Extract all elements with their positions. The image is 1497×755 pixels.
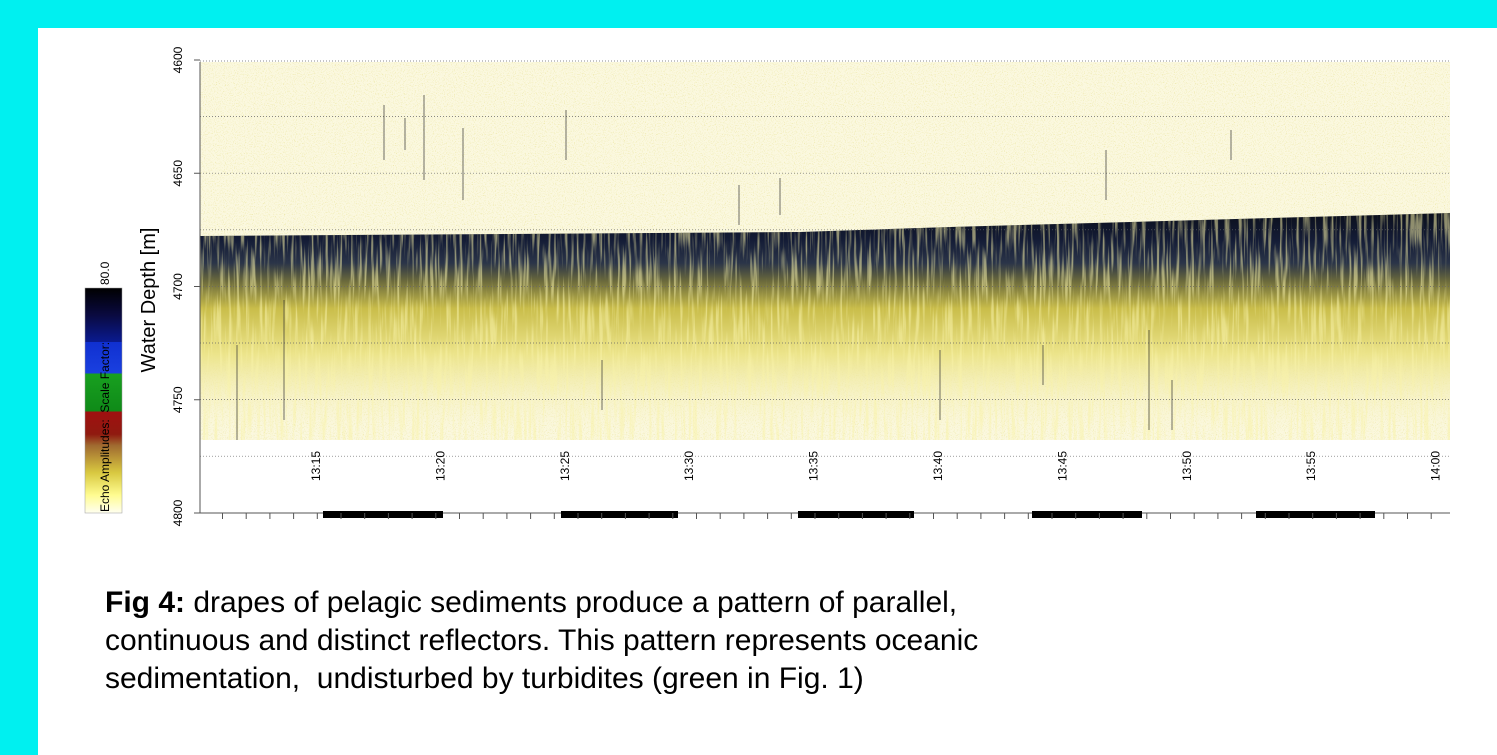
scale-tick [482, 513, 484, 519]
x-ticks: 13:15 13:20 13:25 13:30 13:35 13:40 13:45 13:50… [309, 451, 1443, 481]
scale-tick [767, 513, 769, 519]
scale-tick [459, 513, 460, 519]
x-tick-label: 13:25 [558, 451, 572, 481]
scale-tick [530, 513, 532, 519]
scale-tick [340, 513, 342, 519]
scale-tick [1264, 513, 1266, 519]
y-axis-label: Water Depth [m] [138, 228, 160, 373]
y-ticks: 4600 4650 4700 4750 4800 [171, 46, 200, 526]
scale-tick [1217, 513, 1219, 519]
scale-tick [648, 513, 650, 519]
colorbar [84, 287, 123, 514]
scale-tick [1335, 513, 1337, 519]
scale-tick [1383, 513, 1385, 519]
scale-tick [506, 513, 508, 519]
scale-tick [790, 513, 792, 519]
scale-tick [411, 513, 413, 519]
caption-line: drapes of pelagic sediments produce a pa… [193, 586, 958, 619]
frame-corner [0, 690, 20, 755]
scale-tick [222, 513, 223, 519]
scale-tick [601, 513, 603, 519]
caption-line: continuous and distinct reflectors. This… [105, 624, 979, 657]
x-tick-label: 13:20 [433, 451, 447, 481]
scale-tick [956, 513, 958, 519]
scale-tick [1241, 513, 1243, 519]
scale-tick [435, 513, 437, 519]
y-tick-label: 4700 [171, 273, 185, 300]
scale-tick [1146, 513, 1148, 519]
scale-tick [269, 513, 271, 519]
frame-top [0, 0, 1497, 28]
scale-tick [245, 513, 247, 519]
scale-tick [1312, 513, 1314, 519]
scale-tick [933, 513, 934, 519]
y-tick-label: 4800 [171, 499, 185, 526]
scale-tick [387, 513, 389, 519]
colorbar-value: 80.0 [98, 261, 112, 285]
x-tick-label: 13:45 [1055, 451, 1069, 481]
scale-tick [316, 513, 318, 519]
scale-tick [909, 513, 911, 519]
x-tick-label: 13:15 [309, 451, 323, 481]
scale-tick [1170, 513, 1171, 519]
scale-tick [1004, 513, 1006, 519]
scale-tick [696, 513, 697, 519]
colorbar-label: Echo Amplitudes: Scale Factor: [98, 342, 112, 512]
ping-lines [236, 95, 1232, 440]
scale-tick [838, 513, 840, 519]
scale-tick [980, 513, 982, 519]
scale-tick [885, 513, 887, 519]
scale-tick [672, 513, 674, 519]
x-tick-label: 14:00 [1429, 451, 1443, 481]
x-tick-label: 13:30 [682, 451, 696, 481]
grid [200, 60, 1450, 457]
scale-tick [1027, 513, 1029, 519]
scale-tick [743, 513, 745, 519]
scale-tick [293, 513, 295, 519]
scale-tick [624, 513, 626, 519]
scale-tick [1288, 513, 1290, 519]
x-tick-label: 13:50 [1180, 451, 1194, 481]
caption: Fig 4: drapes of pelagic sediments produ… [105, 584, 978, 698]
scale-tick [364, 513, 366, 519]
scale-tick [1075, 513, 1077, 519]
x-tick-label: 13:35 [807, 451, 821, 481]
scale-tick [861, 513, 863, 519]
caption-label: Fig 4: [105, 586, 185, 619]
scale-tick [1122, 513, 1124, 519]
scale-tick [577, 513, 579, 519]
scale-tick [1430, 513, 1432, 519]
scale-tick [1051, 513, 1053, 519]
scale-tick [1359, 513, 1361, 519]
scale-bar [222, 511, 1432, 519]
caption-line: sedimentation, undisturbed by turbidites… [105, 662, 864, 695]
y-tick-label: 4750 [171, 386, 185, 413]
scale-tick [553, 513, 555, 519]
scale-tick [719, 513, 721, 519]
scale-tick [1407, 513, 1408, 519]
scale-tick [1193, 513, 1195, 519]
x-tick-label: 13:40 [931, 451, 945, 481]
scale-tick [1098, 513, 1100, 519]
y-tick-label: 4650 [171, 160, 185, 187]
reflector-streaks [200, 213, 1450, 440]
frame-left [0, 0, 38, 755]
x-tick-label: 13:55 [1304, 451, 1318, 481]
scale-tick [814, 513, 816, 519]
y-tick-label: 4600 [171, 46, 185, 73]
